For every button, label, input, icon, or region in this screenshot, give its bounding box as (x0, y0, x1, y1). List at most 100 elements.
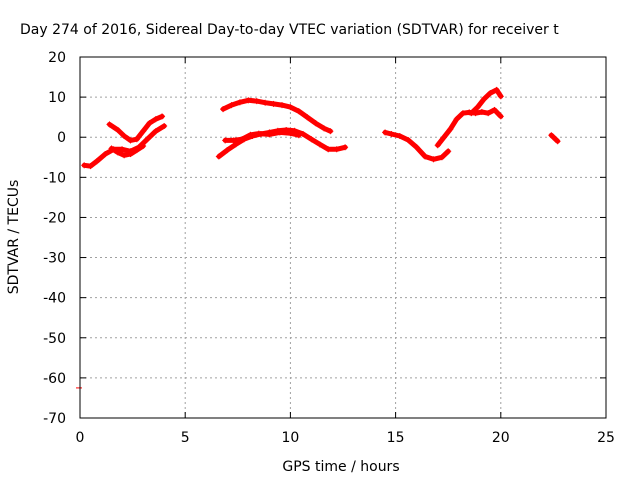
data-track-3 (220, 97, 333, 134)
data-track-8 (468, 87, 504, 116)
data-point (152, 128, 159, 135)
data-point (342, 144, 349, 151)
data-point (325, 146, 332, 153)
data-point (497, 113, 504, 120)
data-point (161, 122, 168, 129)
data-point (87, 163, 94, 170)
x-tick-label: 15 (387, 430, 405, 446)
data-points (76, 86, 561, 389)
data-point (430, 156, 437, 163)
grid (79, 56, 607, 419)
data-point (121, 133, 128, 140)
plot-frame (79, 56, 607, 419)
data-point (422, 153, 429, 160)
x-tick-label: 10 (281, 430, 299, 446)
data-point (266, 131, 273, 138)
data-point (119, 146, 126, 153)
data-track-2 (109, 143, 146, 158)
data-point (222, 137, 229, 144)
data-track-0 (81, 123, 167, 169)
data-point (554, 138, 561, 145)
data-point (480, 96, 487, 103)
data-point (108, 145, 115, 152)
data-point (440, 134, 447, 141)
data-point (497, 93, 504, 100)
data-point (321, 125, 328, 132)
data-point (487, 90, 494, 97)
data-point (308, 136, 315, 143)
y-tick-labels: -70 -60 -50 -40 -30 -20 -10 0 10 20 (43, 50, 66, 427)
data-point (493, 86, 500, 93)
data-point (304, 114, 311, 121)
x-tick-labels: 0 5 10 15 20 25 (76, 430, 615, 446)
data-point (278, 102, 285, 109)
data-point (396, 133, 403, 140)
data-point (114, 149, 121, 156)
y-tick-label: 20 (48, 50, 66, 66)
data-point (255, 130, 262, 137)
data-point (295, 132, 302, 139)
y-axis-label: SDTVAR / TECUs (6, 180, 22, 295)
x-tick-label: 0 (76, 430, 85, 446)
data-point (121, 152, 128, 159)
data-point (236, 99, 243, 106)
y-tick-label: 10 (48, 90, 66, 106)
data-point (295, 108, 302, 115)
y-tick-label: 0 (57, 130, 66, 146)
data-point (276, 129, 283, 136)
data-point (228, 102, 235, 109)
data-point (333, 146, 340, 153)
data-point (247, 131, 254, 138)
data-point (106, 121, 113, 128)
data-point (224, 147, 231, 154)
data-point (215, 153, 222, 160)
data-point (144, 136, 151, 143)
data-point (474, 104, 481, 111)
data-point (447, 126, 454, 133)
data-point (146, 120, 153, 127)
data-point (287, 104, 294, 111)
data-point (114, 127, 121, 134)
data-point (453, 116, 460, 123)
data-point (262, 99, 269, 106)
data-point (93, 158, 100, 165)
data-point (300, 131, 307, 138)
data-point (316, 141, 323, 148)
data-point (287, 130, 294, 137)
y-tick-label: -40 (43, 291, 66, 307)
data-point (405, 137, 412, 144)
data-point (152, 116, 159, 123)
data-point (434, 142, 441, 149)
data-point (468, 110, 475, 117)
data-point (81, 162, 88, 169)
data-point (491, 106, 498, 113)
data-point (388, 131, 395, 138)
x-tick-label: 25 (597, 430, 615, 446)
x-tick-label: 20 (492, 430, 510, 446)
x-axis-label: GPS time / hours (282, 459, 399, 475)
data-point (239, 136, 246, 143)
data-point (102, 151, 109, 158)
data-point (270, 100, 277, 107)
data-point (140, 143, 147, 150)
data-point (253, 98, 260, 105)
y-tick-label: -60 (43, 371, 66, 387)
data-point (127, 151, 134, 158)
y-tick-label: -20 (43, 210, 66, 226)
data-point (245, 97, 252, 104)
data-point (127, 137, 134, 144)
chart-title: Day 274 of 2016, Sidereal Day-to-day VTE… (20, 22, 559, 38)
data-point (133, 136, 140, 143)
data-point (159, 113, 166, 120)
data-point (220, 106, 227, 113)
data-point (445, 148, 452, 155)
x-tick-label: 5 (181, 430, 190, 446)
y-tick-label: -50 (43, 331, 66, 347)
y-tick-label: -70 (43, 411, 66, 427)
y-tick-label: -10 (43, 170, 66, 186)
data-point (413, 144, 420, 151)
data-point (133, 147, 140, 154)
data-point (438, 154, 445, 161)
data-point (485, 110, 492, 117)
